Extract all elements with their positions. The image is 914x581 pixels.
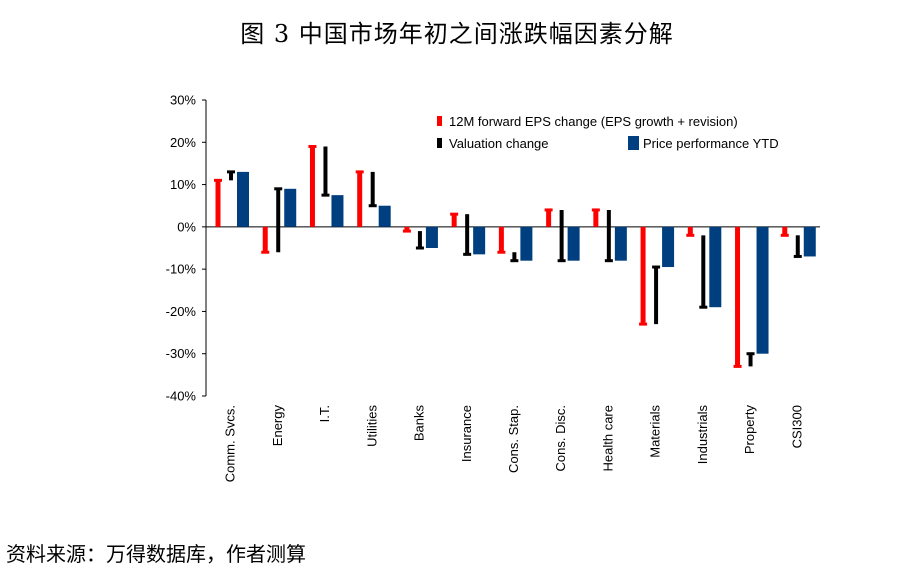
- price-performance-bar: [709, 226, 722, 308]
- price-performance-bar: [237, 171, 249, 227]
- price-performance-bar: [756, 226, 769, 354]
- chart-title: 图 3 中国市场年初之间涨跌幅因素分解: [240, 20, 674, 48]
- y-tick-label: -10%: [166, 262, 197, 277]
- price-performance-bar: [614, 226, 627, 261]
- category-label: Insurance: [459, 405, 474, 462]
- category-label: Banks: [412, 405, 427, 442]
- category-label: Cons. Stap.: [506, 405, 521, 473]
- category-label: I.T.: [317, 405, 332, 422]
- category-label: Health care: [600, 405, 615, 471]
- legend-valuation-label: Valuation change: [449, 136, 549, 151]
- y-tick-label: 30%: [170, 93, 196, 108]
- category-label: Utilities: [364, 405, 379, 447]
- legend: 12M forward EPS change (EPS growth + rev…: [437, 114, 779, 151]
- legend-valuation-swatch: [437, 138, 442, 148]
- category-label: Property: [742, 405, 757, 455]
- marks: Comm. Svcs. Energy I.T. Utilities Banks Insur…: [214, 145, 816, 482]
- price-performance-bar: [378, 205, 391, 227]
- price-performance-bar: [567, 226, 580, 261]
- legend-price-swatch: [628, 136, 639, 150]
- y-tick-label: -40%: [166, 389, 197, 404]
- category-label: Comm. Svcs.: [223, 405, 238, 482]
- price-performance-bar: [331, 195, 344, 227]
- price-performance-bar: [520, 226, 533, 261]
- category-label: Energy: [270, 405, 285, 447]
- price-performance-bar: [473, 226, 486, 255]
- y-tick-label: -30%: [166, 346, 197, 361]
- category-label: Cons. Disc.: [553, 405, 568, 471]
- category-label: Industrials: [695, 405, 710, 465]
- legend-price-label: Price performance YTD: [643, 136, 779, 151]
- y-tick-label: 20%: [170, 135, 196, 150]
- legend-eps-swatch: [437, 116, 442, 126]
- y-tick-label: 0%: [177, 219, 196, 234]
- price-performance-bar: [662, 226, 675, 268]
- price-performance-bar: [803, 226, 816, 257]
- y-tick-label: -20%: [166, 304, 197, 319]
- category-label: CSI300: [789, 405, 804, 448]
- category-label: Materials: [648, 405, 663, 458]
- y-tick-label: 10%: [170, 177, 196, 192]
- price-performance-bar: [425, 226, 438, 248]
- price-performance-bar: [284, 188, 297, 227]
- legend-eps-label: 12M forward EPS change (EPS growth + rev…: [449, 114, 738, 129]
- source-note: 资料来源：万得数据库，作者测算: [6, 542, 306, 566]
